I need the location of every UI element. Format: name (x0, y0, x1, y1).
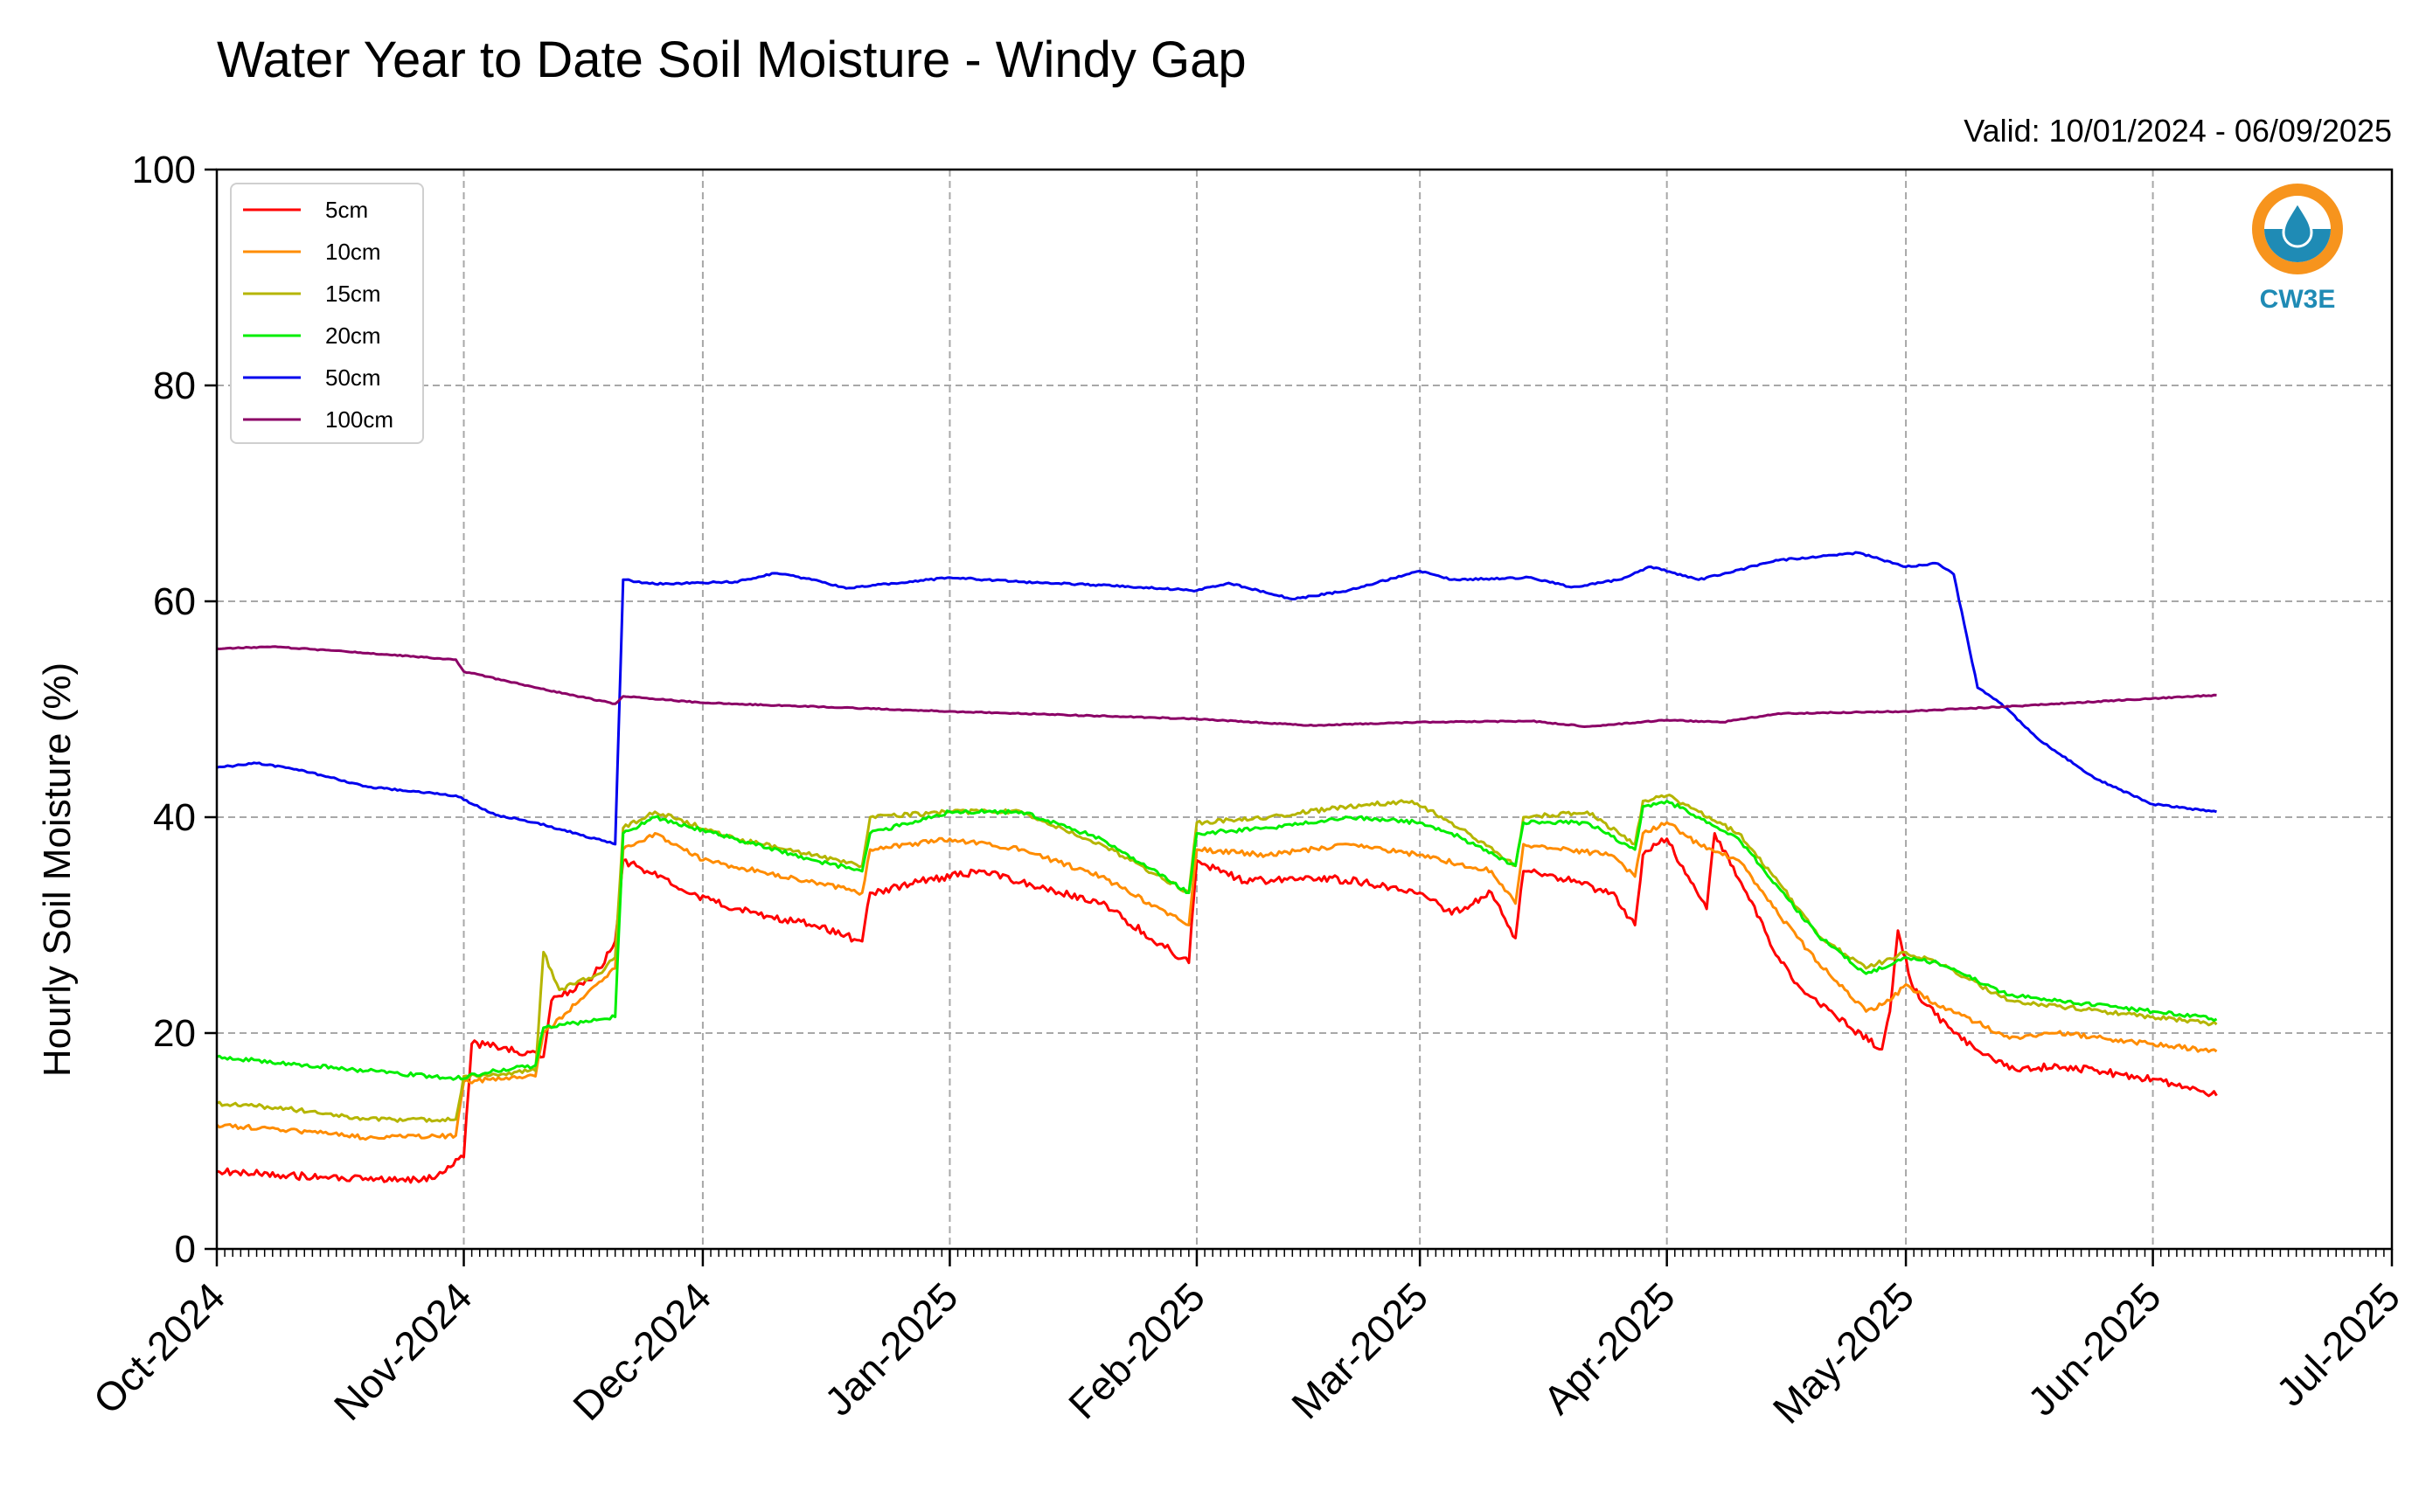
grid (217, 170, 2392, 1249)
chart-title: Water Year to Date Soil Moisture - Windy… (217, 31, 1247, 88)
x-tick-label: Oct-2024 (85, 1273, 234, 1423)
series-lines (215, 551, 2218, 1184)
logo-text: CW3E (2260, 285, 2336, 314)
chart-subtitle: Valid: 10/01/2024 - 06/09/2025 (1964, 113, 2392, 149)
x-tick-label: May-2025 (1764, 1273, 1922, 1432)
y-axis-label: Hourly Soil Moisture (%) (36, 662, 79, 1077)
x-tick-label: Feb-2025 (1060, 1273, 1213, 1427)
series-line-50cm (216, 551, 2217, 846)
x-tick-label: Apr-2025 (1534, 1273, 1684, 1423)
legend-label-10cm: 10cm (325, 239, 381, 265)
x-tick-label: Dec-2024 (564, 1273, 719, 1429)
legend-label-100cm: 100cm (325, 406, 393, 433)
legend-label-15cm: 15cm (325, 281, 381, 307)
water-drop-icon (2282, 200, 2313, 248)
series-line-10cm (215, 821, 2218, 1141)
series-line-100cm (216, 645, 2217, 728)
plot-frame (215, 168, 2394, 1251)
y-tick-label: 60 (153, 580, 196, 623)
y-tick-label: 0 (175, 1228, 196, 1271)
x-tick-label: Nov-2024 (325, 1273, 481, 1429)
legend-label-5cm: 5cm (325, 197, 368, 223)
axes: 0 20 40 60 80 100 Oct-2024 Nov-2024 Dec-2024 Jan-… (85, 149, 2409, 1432)
legend-label-50cm: 50cm (325, 364, 381, 391)
series-line-5cm (216, 832, 2218, 1184)
x-tick-label: Mar-2025 (1282, 1273, 1436, 1427)
series-line-20cm (216, 800, 2218, 1081)
series-line-15cm (216, 794, 2218, 1123)
y-tick-label: 40 (153, 796, 196, 839)
cw3e-logo: CW3E (2252, 184, 2343, 314)
x-tick-label: Jul-2025 (2268, 1273, 2409, 1415)
x-tick-label: Jun-2025 (2019, 1273, 2169, 1424)
y-tick-label: 20 (153, 1012, 196, 1055)
x-tick-label: Jan-2025 (816, 1273, 966, 1424)
legend-label-20cm: 20cm (325, 323, 381, 349)
legend: 5cm 10cm 15cm 20cm 50cm 100cm (230, 183, 424, 444)
y-tick-label: 100 (132, 149, 196, 191)
y-tick-label: 80 (153, 364, 196, 407)
